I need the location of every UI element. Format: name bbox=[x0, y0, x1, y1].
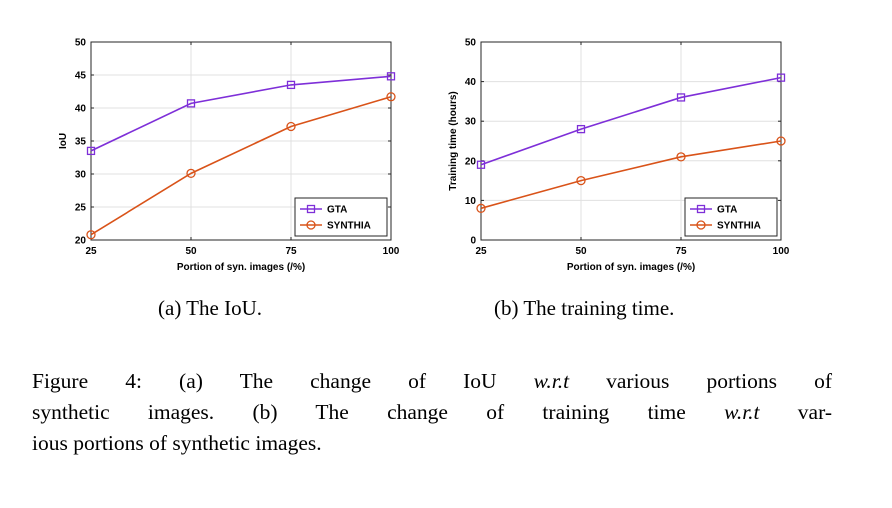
y-tick-label: 50 bbox=[75, 38, 87, 49]
data-point-gta bbox=[286, 80, 296, 90]
data-point-gta bbox=[776, 73, 786, 82]
data-point-synthia bbox=[386, 92, 396, 102]
data-point-synthia bbox=[776, 136, 786, 146]
data-point-gta bbox=[576, 124, 586, 134]
data-point-gta bbox=[386, 72, 396, 81]
legend-marker-synthia bbox=[306, 220, 316, 230]
y-tick-label: 10 bbox=[465, 196, 477, 207]
y-axis-label: Training time (hours) bbox=[448, 91, 459, 190]
x-tick-label: 25 bbox=[85, 246, 97, 257]
legend-label-synthia: SYNTHIA bbox=[327, 221, 371, 232]
data-point-synthia bbox=[576, 175, 586, 186]
legend-marker-gta bbox=[306, 204, 316, 214]
x-axis-label: Portion of syn. images (/%) bbox=[567, 262, 695, 273]
y-tick-label: 20 bbox=[465, 156, 477, 167]
x-tick-label: 100 bbox=[773, 246, 790, 257]
data-point-synthia bbox=[676, 152, 686, 162]
series-line-gta bbox=[480, 76, 782, 166]
legend-box bbox=[684, 197, 778, 237]
subcaption-b: (b) The training time. bbox=[494, 296, 675, 320]
y-tick-label: 35 bbox=[75, 137, 87, 148]
legend-label-gta: GTA bbox=[717, 205, 737, 216]
y-tick-label: 45 bbox=[75, 71, 87, 82]
caption-line-1: Figure 4: (a) The change of IoU w.r.t va… bbox=[32, 369, 832, 393]
caption-line-3: ious portions of synthetic images. bbox=[32, 431, 322, 455]
series-line-synthia bbox=[480, 140, 782, 210]
x-tick-label: 75 bbox=[285, 246, 297, 257]
data-point-gta bbox=[476, 160, 486, 169]
legend-label-synthia: SYNTHIA bbox=[717, 221, 761, 232]
x-tick-label: 75 bbox=[675, 246, 687, 257]
x-axis-label: Portion of syn. images (/%) bbox=[177, 262, 305, 273]
figure-caption: Figure 4: (a) The change of IoU w.r.t va… bbox=[32, 366, 832, 459]
series-line-synthia bbox=[90, 96, 392, 236]
data-point-gta bbox=[86, 146, 96, 156]
y-tick-label: 50 bbox=[465, 38, 477, 49]
y-tick-label: 40 bbox=[465, 77, 477, 88]
y-axis-label: IoU bbox=[58, 133, 69, 149]
legend: GTA SYNTHIA bbox=[294, 197, 388, 237]
series-line-gta bbox=[90, 75, 392, 152]
x-tick-label: 50 bbox=[575, 246, 587, 257]
y-tick-label: 0 bbox=[470, 236, 476, 247]
y-tick-label: 20 bbox=[75, 236, 87, 247]
y-tick-label: 30 bbox=[75, 170, 87, 181]
x-tick-label: 50 bbox=[185, 246, 197, 257]
legend-marker-gta bbox=[696, 204, 706, 214]
data-point-gta bbox=[676, 93, 686, 102]
x-tick-label: 25 bbox=[475, 246, 487, 257]
data-point-gta bbox=[186, 99, 196, 108]
data-point-synthia bbox=[286, 121, 296, 132]
legend: GTA SYNTHIA bbox=[684, 197, 778, 237]
data-point-synthia bbox=[86, 230, 96, 240]
y-tick-label: 40 bbox=[75, 104, 87, 115]
y-tick-label: 25 bbox=[75, 203, 87, 214]
y-tick-label: 30 bbox=[465, 117, 477, 128]
x-tick-label: 100 bbox=[383, 246, 400, 257]
legend-label-gta: GTA bbox=[327, 205, 347, 216]
training-time-chart: 25 50 75 100 0 10 20 30 40 50 Portion of syn. imag… bbox=[448, 38, 790, 274]
data-point-synthia bbox=[476, 203, 486, 213]
caption-line-2: synthetic images. (b) The change of trai… bbox=[32, 400, 832, 424]
legend-box bbox=[294, 197, 388, 237]
legend-marker-synthia bbox=[696, 220, 706, 230]
data-point-synthia bbox=[186, 168, 196, 178]
subcaption-a: (a) The IoU. bbox=[158, 296, 262, 320]
